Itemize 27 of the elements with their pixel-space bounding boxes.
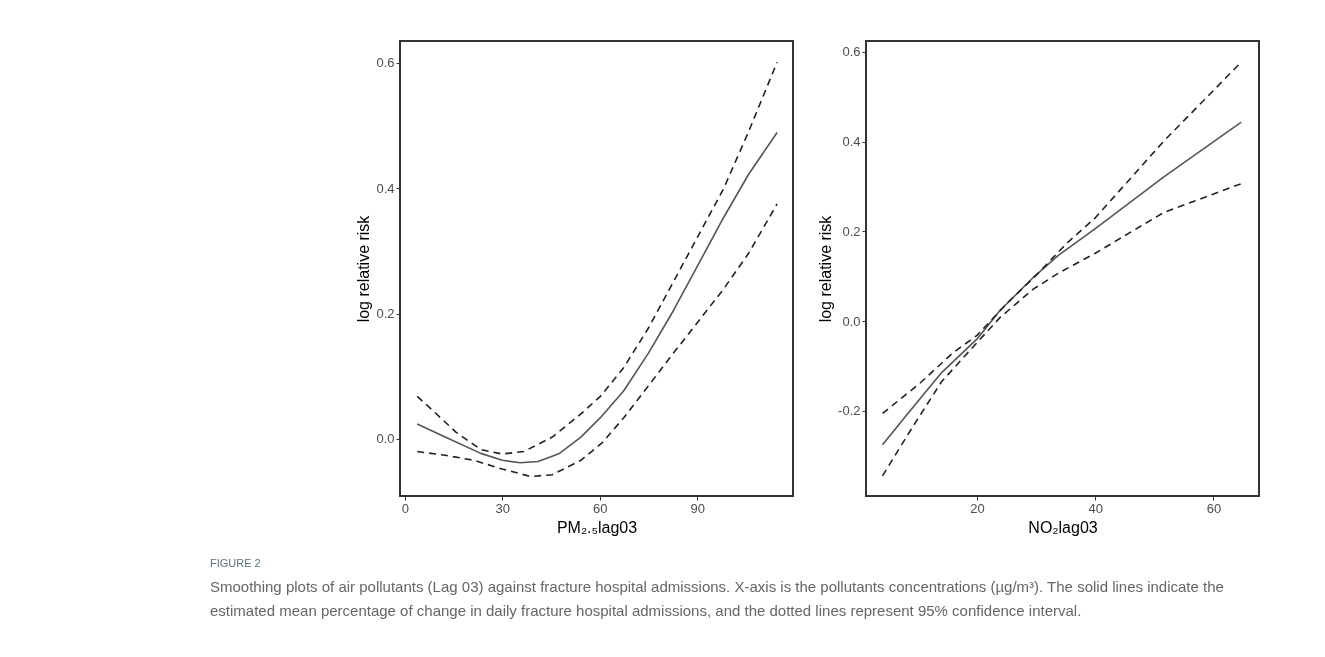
y-axis-title: log relative risk	[355, 214, 373, 323]
y-tick-label: 0.0	[376, 431, 395, 447]
x-tick-label: 30	[495, 500, 511, 516]
text: Smoothing plots of air pollutants (Lag 03) against fracture hospital admissions. X-axis is the pollutants concentrations (µg/m³). The solid lines indicate the estimated mean percentage of change in daily fracture hospital admissions, and the dotted lines represent 95% confidence interval.	[210, 578, 1224, 619]
y-tick-label: 0.2	[376, 306, 395, 322]
line-series	[416, 131, 778, 464]
caption: FIGURE 2	[210, 557, 261, 569]
y-tick-label: 0.0	[842, 313, 861, 329]
y-tick-label: 0.4	[842, 134, 861, 150]
x-tick-label: 0	[401, 500, 409, 516]
x-tick-label: 20	[970, 500, 985, 516]
x-axis-title: PM₂.₅lag03	[556, 518, 638, 536]
y-axis-title: log relative risk	[817, 214, 835, 323]
x-tick-label: 90	[690, 500, 705, 516]
y-tick-label: 0.6	[376, 55, 395, 71]
line-series	[881, 121, 1243, 446]
x-tick-label: 60	[593, 500, 608, 516]
y-tick-label: -0.2	[838, 403, 861, 419]
x-axis-title: NO₂lag03	[1028, 518, 1098, 536]
y-tick-label: 0.2	[842, 223, 861, 239]
x-tick-label: 40	[1088, 500, 1104, 516]
y-tick-label: 0.6	[842, 44, 861, 60]
line-series	[416, 203, 778, 478]
line-series	[416, 61, 778, 455]
y-tick-label: 0.4	[376, 180, 395, 196]
x-tick-label: 60	[1206, 500, 1222, 516]
line-series	[881, 182, 1243, 477]
